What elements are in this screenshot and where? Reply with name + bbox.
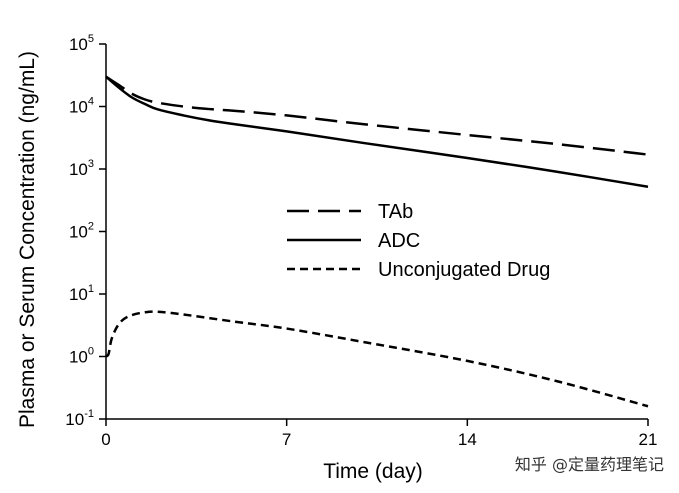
y-tick-exponent: 3 <box>88 158 94 170</box>
y-tick-base: 10 <box>69 98 88 117</box>
y-tick-base: 10 <box>69 223 88 242</box>
y-tick-label: 103 <box>69 158 94 179</box>
series-line-unconjugated-drug <box>105 310 649 408</box>
y-tick-exponent: 5 <box>88 33 94 45</box>
y-tick-base: 10 <box>69 285 88 304</box>
y-tick-exponent: 4 <box>88 96 94 108</box>
x-tick-label: 7 <box>282 430 291 449</box>
y-tick-exponent: 1 <box>88 283 94 295</box>
x-tick-label: 0 <box>101 430 110 449</box>
legend-label: ADC <box>378 230 420 252</box>
y-tick-label: 102 <box>69 221 94 242</box>
y-tick-exponent: -1 <box>84 408 94 420</box>
y-tick-base: 10 <box>69 35 88 54</box>
series-line-tab <box>105 75 649 156</box>
y-axis-title: Plasma or Serum Concentration (ng/mL) <box>16 51 39 428</box>
y-tick-label: 101 <box>69 283 94 304</box>
y-tick-label: 10-1 <box>65 408 94 429</box>
legend-label: TAb <box>378 201 413 223</box>
y-tick-label: 104 <box>69 96 94 117</box>
y-tick-base: 10 <box>69 160 88 179</box>
y-tick-exponent: 2 <box>88 221 94 233</box>
legend: TAb ADC Unconjugated Drug <box>287 201 550 281</box>
x-tick-label: 21 <box>639 430 658 449</box>
y-tick-label: 105 <box>69 33 94 54</box>
series-lines <box>105 75 649 408</box>
y-tick-base: 10 <box>69 348 88 367</box>
x-axis-title: Time (day) <box>323 460 423 483</box>
series-line-adc <box>105 75 649 188</box>
watermark-text: 知乎 @定量药理笔记 <box>515 455 664 474</box>
y-tick-exponent: 0 <box>88 346 94 358</box>
legend-label: Unconjugated Drug <box>378 259 550 281</box>
y-tick-label: 100 <box>69 346 94 367</box>
x-tick-label: 14 <box>458 430 477 449</box>
y-tick-base: 10 <box>65 410 84 429</box>
